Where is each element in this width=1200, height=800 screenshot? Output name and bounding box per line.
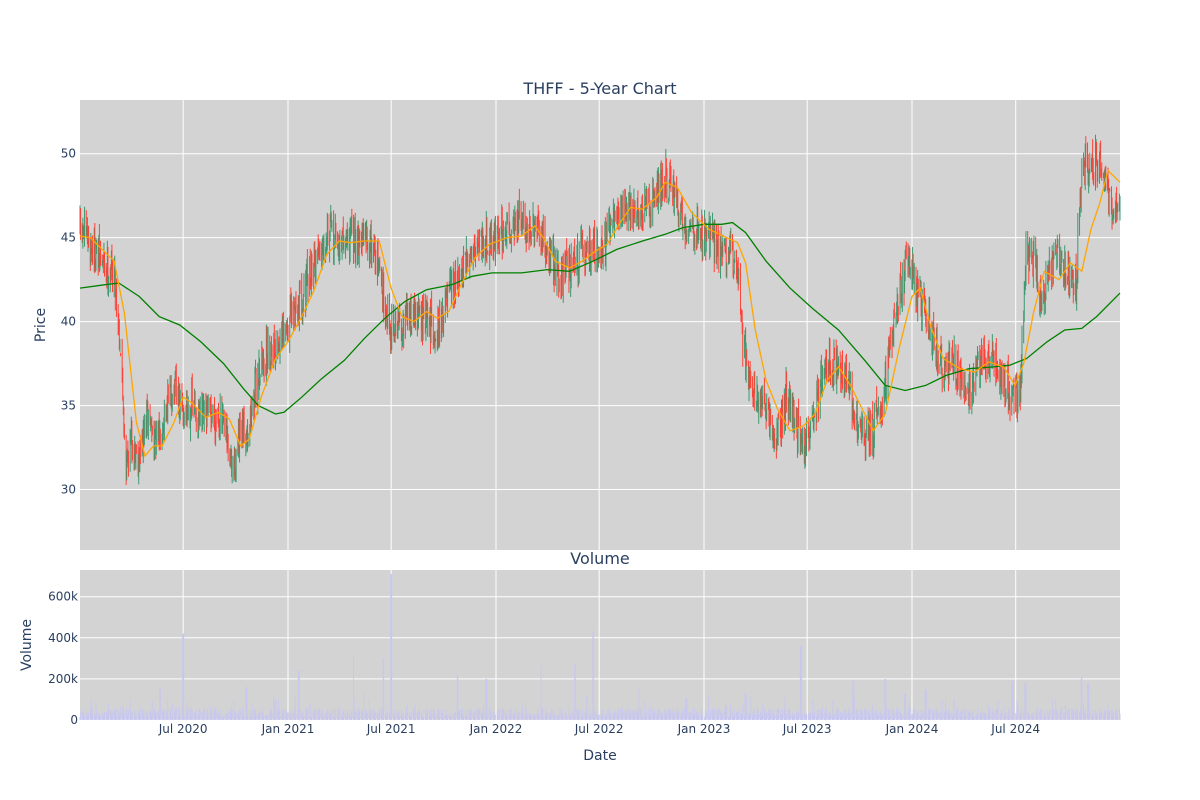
price-y-axis-title: Price <box>33 308 49 342</box>
price-plot-area <box>80 100 1120 550</box>
volume-y-tick-label: 200k <box>48 672 78 686</box>
price-y-tick-label: 40 <box>61 315 76 329</box>
price-y-tick-label: 30 <box>61 483 76 497</box>
x-tick-label: Jul 2020 <box>158 722 208 736</box>
volume-gridlines <box>80 570 1120 721</box>
price-chart-title: THFF - 5-Year Chart <box>522 79 676 98</box>
short-moving-average-line <box>79 169 1121 458</box>
volume-chart-title: Volume <box>570 549 630 568</box>
volume-y-axis-title: Volume <box>19 619 35 671</box>
x-tick-label: Jan 2022 <box>469 722 523 736</box>
price-y-tick-label: 35 <box>61 399 76 413</box>
x-tick-label: Jul 2022 <box>574 722 624 736</box>
price-y-tick-label: 45 <box>61 231 76 245</box>
price-y-tick-label: 50 <box>61 147 76 161</box>
candlestick-series <box>79 134 1121 485</box>
price-y-tick-labels: 30 35 40 45 50 <box>61 147 76 497</box>
x-axis-title: Date <box>583 748 616 764</box>
x-tick-label: Jan 2021 <box>261 722 315 736</box>
volume-y-tick-labels: 0 200k 400k 600k <box>48 590 78 727</box>
x-tick-label: Jan 2024 <box>885 722 939 736</box>
date-x-tick-labels: Jul 2020 Jan 2021 Jul 2021 Jan 2022 Jul 2022… <box>158 722 1040 736</box>
long-moving-average-line <box>79 221 1121 415</box>
volume-bars <box>79 574 1121 720</box>
volume-y-tick-label: 600k <box>48 590 78 604</box>
volume-y-tick-label: 400k <box>48 631 78 645</box>
x-tick-label: Jan 2023 <box>677 722 731 736</box>
x-tick-label: Jul 2024 <box>990 722 1040 736</box>
volume-y-tick-label: 0 <box>70 713 78 727</box>
x-tick-label: Jul 2023 <box>782 722 832 736</box>
x-tick-label: Jul 2021 <box>366 722 416 736</box>
volume-plot-area <box>80 570 1120 720</box>
